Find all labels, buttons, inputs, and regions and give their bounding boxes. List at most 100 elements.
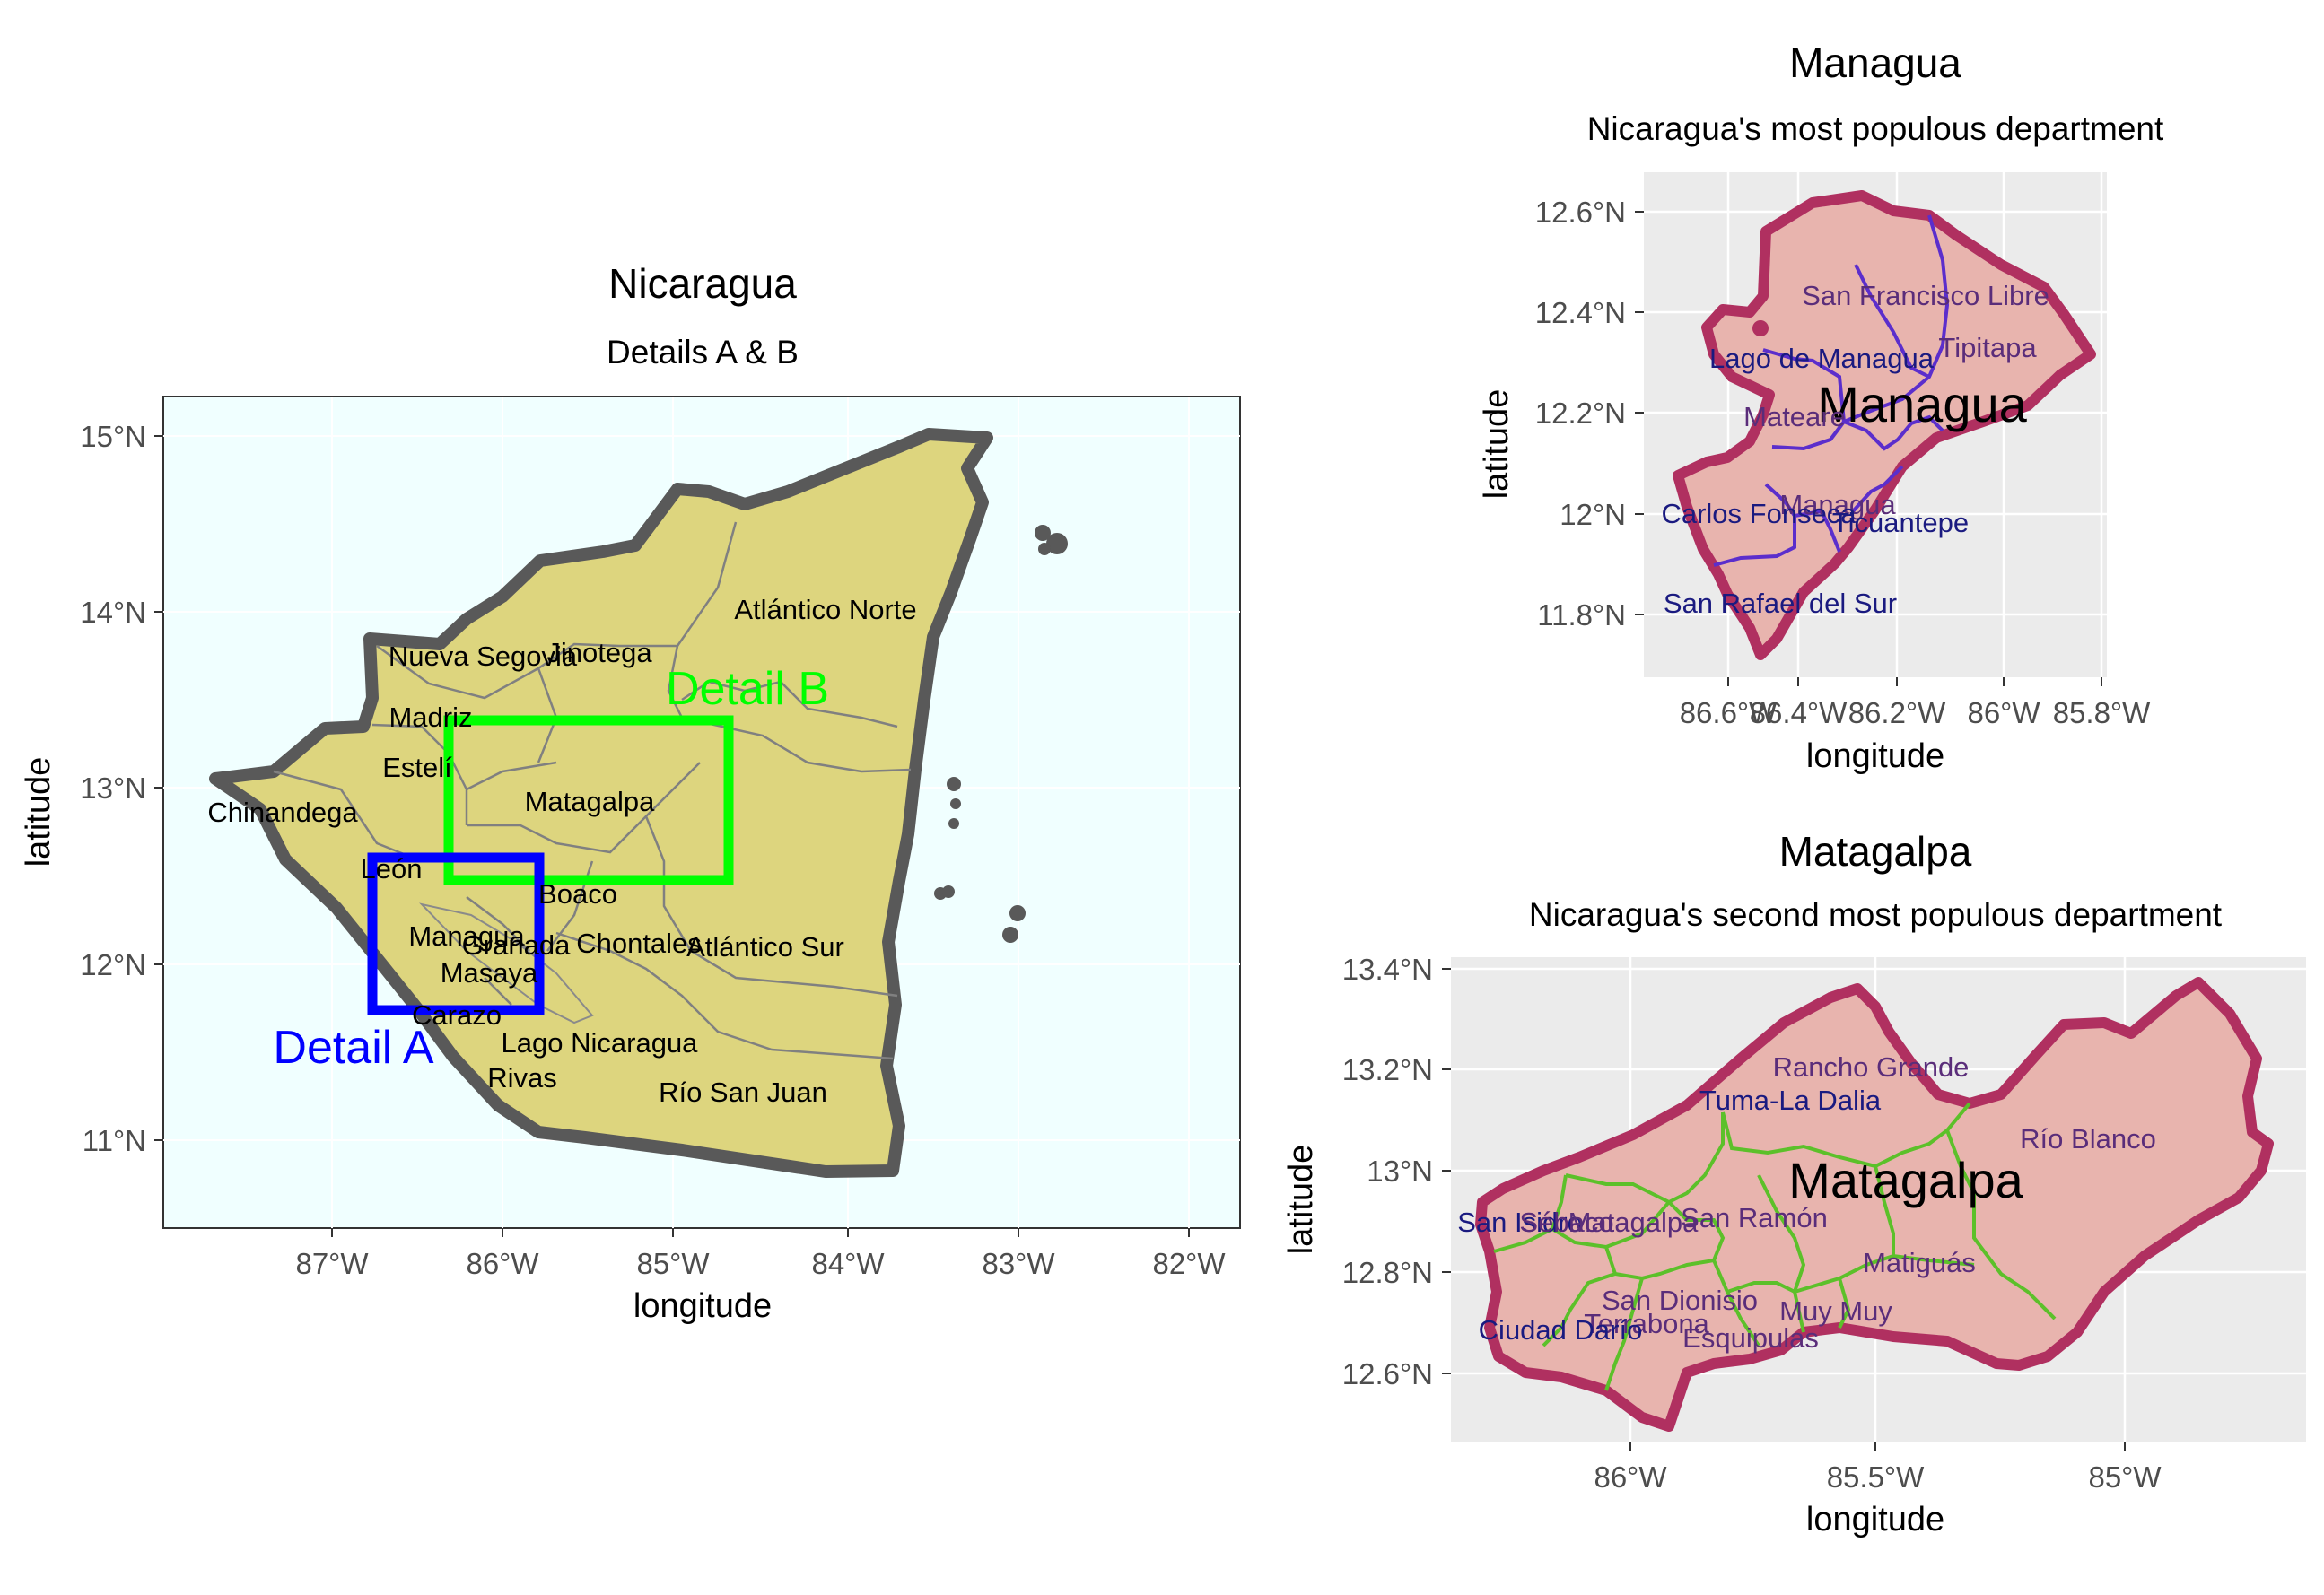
muni-label-san-isidro: San Isidro bbox=[1457, 1207, 1583, 1238]
matagalpa-y-tick: 13.2°N bbox=[1342, 1053, 1433, 1086]
detail-a-label: Detail A bbox=[273, 1022, 434, 1074]
main-x-tick: 84°W bbox=[811, 1247, 885, 1280]
managua-map-panel: Managua Nicaragua's most populous depart… bbox=[1478, 39, 2164, 775]
main-x-tick: 85°W bbox=[636, 1247, 710, 1280]
muni-label-tipitapa: Tipitapa bbox=[1938, 332, 2037, 363]
muni-label-san-dionisio: San Dionisio bbox=[1602, 1285, 1758, 1316]
managua-department-shape bbox=[1673, 190, 2096, 660]
dept-label-nueva-segovia: Nueva Segovia bbox=[389, 641, 578, 672]
managua-y-tick: 11.8°N bbox=[1537, 598, 1626, 632]
main-map-title: Nicaragua bbox=[608, 260, 797, 307]
managua-x-tick: 85.8°W bbox=[2053, 696, 2151, 729]
managua-big-label: Managua bbox=[1817, 376, 2027, 432]
main-map-subtitle: Details A & B bbox=[607, 334, 799, 370]
muni-label-san-ramon: San Ramón bbox=[1681, 1202, 1828, 1233]
matagalpa-x-tick: 85.5°W bbox=[1827, 1460, 1925, 1494]
managua-municipal-boundaries bbox=[1713, 214, 1950, 567]
matagalpa-map-title: Matagalpa bbox=[1779, 828, 1972, 875]
matagalpa-y-tick: 12.6°N bbox=[1342, 1357, 1433, 1390]
dept-label-atlantico-sur: Atlántico Sur bbox=[686, 931, 844, 963]
managua-x-tick: 86.6°W bbox=[1680, 696, 1778, 729]
muni-label-sebaco: Sébaco bbox=[1519, 1207, 1613, 1238]
main-y-tick: 11°N bbox=[83, 1124, 146, 1157]
muni-label-matiguas: Matiguás bbox=[1863, 1247, 1976, 1278]
department-boundaries bbox=[273, 521, 912, 1060]
detail-b-label: Detail B bbox=[666, 663, 829, 715]
muni-label-terrabona: Terrabona bbox=[1584, 1308, 1709, 1339]
lake-nicaragua-shape bbox=[418, 902, 594, 1024]
muni-label-san-rafael-del-sur: San Rafael del Sur bbox=[1664, 588, 1897, 619]
nicaragua-landmass bbox=[209, 428, 993, 1178]
dept-label-rio-san-juan: Río San Juan bbox=[659, 1076, 827, 1108]
matagalpa-ticks bbox=[1442, 968, 2126, 1451]
islands bbox=[934, 525, 1068, 943]
dept-label-granada: Granada bbox=[462, 929, 571, 961]
dept-label-carazo: Carazo bbox=[412, 999, 502, 1031]
managua-x-tick: 86.2°W bbox=[1848, 696, 1946, 729]
matagalpa-x-tick: 85°W bbox=[2088, 1460, 2162, 1494]
dept-label-jinotega: Jinotega bbox=[546, 637, 652, 668]
matagalpa-map-panel: Matagalpa Nicaragua's second most populo… bbox=[1282, 828, 2306, 1538]
muni-label-rio-blanco: Río Blanco bbox=[2020, 1123, 2156, 1155]
dept-label-madriz: Madriz bbox=[389, 702, 472, 733]
dept-label-managua: Managua bbox=[408, 920, 525, 952]
matagalpa-department-shape bbox=[1475, 977, 2274, 1432]
matagalpa-y-tick: 13.4°N bbox=[1342, 953, 1433, 986]
muni-label-managua: Managua bbox=[1779, 489, 1896, 520]
main-y-tick: 13°N bbox=[80, 771, 146, 805]
matagalpa-x-axis-label: longitude bbox=[1806, 1501, 1944, 1538]
muni-label-san-francisco-libre: San Francisco Libre bbox=[1802, 280, 2049, 311]
managua-y-axis-label: latitude bbox=[1478, 389, 1516, 500]
muni-label-carlos-fonseca: Carlos Fonseca bbox=[1661, 498, 1857, 529]
managua-y-tick: 12.4°N bbox=[1535, 296, 1626, 329]
matagalpa-y-axis-label: latitude bbox=[1282, 1145, 1320, 1255]
managua-y-tick: 12°N bbox=[1560, 498, 1626, 531]
matagalpa-map-subtitle: Nicaragua's second most populous departm… bbox=[1529, 896, 2223, 933]
main-map-panel: Nicaragua Details A & B bbox=[20, 260, 1241, 1325]
main-y-axis-label: latitude bbox=[20, 757, 57, 867]
managua-y-tick: 12.6°N bbox=[1535, 196, 1626, 229]
managua-map-title: Managua bbox=[1789, 39, 1961, 86]
managua-x-tick: 86.4°W bbox=[1750, 696, 1848, 729]
managua-x-axis-label: longitude bbox=[1806, 737, 1944, 775]
dept-label-chinandega: Chinandega bbox=[207, 797, 358, 828]
dept-label-matagalpa: Matagalpa bbox=[525, 786, 656, 817]
main-x-tick: 83°W bbox=[982, 1247, 1055, 1280]
muni-label-ciudad-dario: Ciudad Darío bbox=[1479, 1314, 1643, 1346]
dept-label-esteli: Estelí bbox=[382, 752, 452, 783]
matagalpa-y-tick: 13°N bbox=[1367, 1155, 1433, 1188]
managua-map-subtitle: Nicaragua's most populous department bbox=[1587, 110, 2164, 147]
main-y-tick: 12°N bbox=[80, 948, 146, 981]
muni-label-esquipulas: Esquipulas bbox=[1682, 1322, 1819, 1354]
muni-label-lago-de-managua: Lago de Managua bbox=[1709, 343, 1935, 374]
managua-outline-knob bbox=[1752, 320, 1769, 336]
dept-label-chontales: Chontales bbox=[576, 928, 702, 959]
main-x-tick: 82°W bbox=[1152, 1247, 1226, 1280]
muni-label-muy-muy: Muy Muy bbox=[1779, 1295, 1892, 1327]
dept-label-rivas: Rivas bbox=[487, 1062, 557, 1094]
matagalpa-y-tick: 12.8°N bbox=[1342, 1256, 1433, 1289]
dept-label-atlantico-norte: Atlántico Norte bbox=[734, 594, 916, 625]
main-x-tick: 86°W bbox=[466, 1247, 539, 1280]
muni-label-tuma-la-dalia: Tuma-La Dalia bbox=[1699, 1085, 1882, 1116]
main-map-ticks bbox=[154, 435, 1190, 1237]
dept-label-boaco: Boaco bbox=[538, 878, 617, 910]
dept-label-masaya: Masaya bbox=[441, 957, 538, 989]
managua-y-tick: 12.2°N bbox=[1535, 397, 1626, 430]
main-x-tick: 87°W bbox=[295, 1247, 369, 1280]
main-x-axis-label: longitude bbox=[633, 1287, 772, 1325]
muni-label-ticuantepe: Ticuantepe bbox=[1832, 507, 1969, 538]
dept-label-leon: León bbox=[361, 853, 423, 885]
managua-x-tick: 86°W bbox=[1967, 696, 2040, 729]
dept-label-lago-nicaragua: Lago Nicaragua bbox=[502, 1027, 699, 1059]
managua-ticks bbox=[1635, 211, 2102, 686]
matagalpa-big-label: Matagalpa bbox=[1788, 1152, 2023, 1208]
main-y-tick: 15°N bbox=[80, 420, 146, 453]
muni-label-mateare: Mateare bbox=[1743, 401, 1846, 432]
main-y-tick: 14°N bbox=[80, 596, 146, 629]
detail-b-box bbox=[443, 715, 734, 885]
detail-a-box bbox=[367, 852, 545, 1015]
muni-label-rancho-grande: Rancho Grande bbox=[1773, 1051, 1970, 1083]
matagalpa-municipal-boundaries bbox=[1493, 1102, 2057, 1391]
